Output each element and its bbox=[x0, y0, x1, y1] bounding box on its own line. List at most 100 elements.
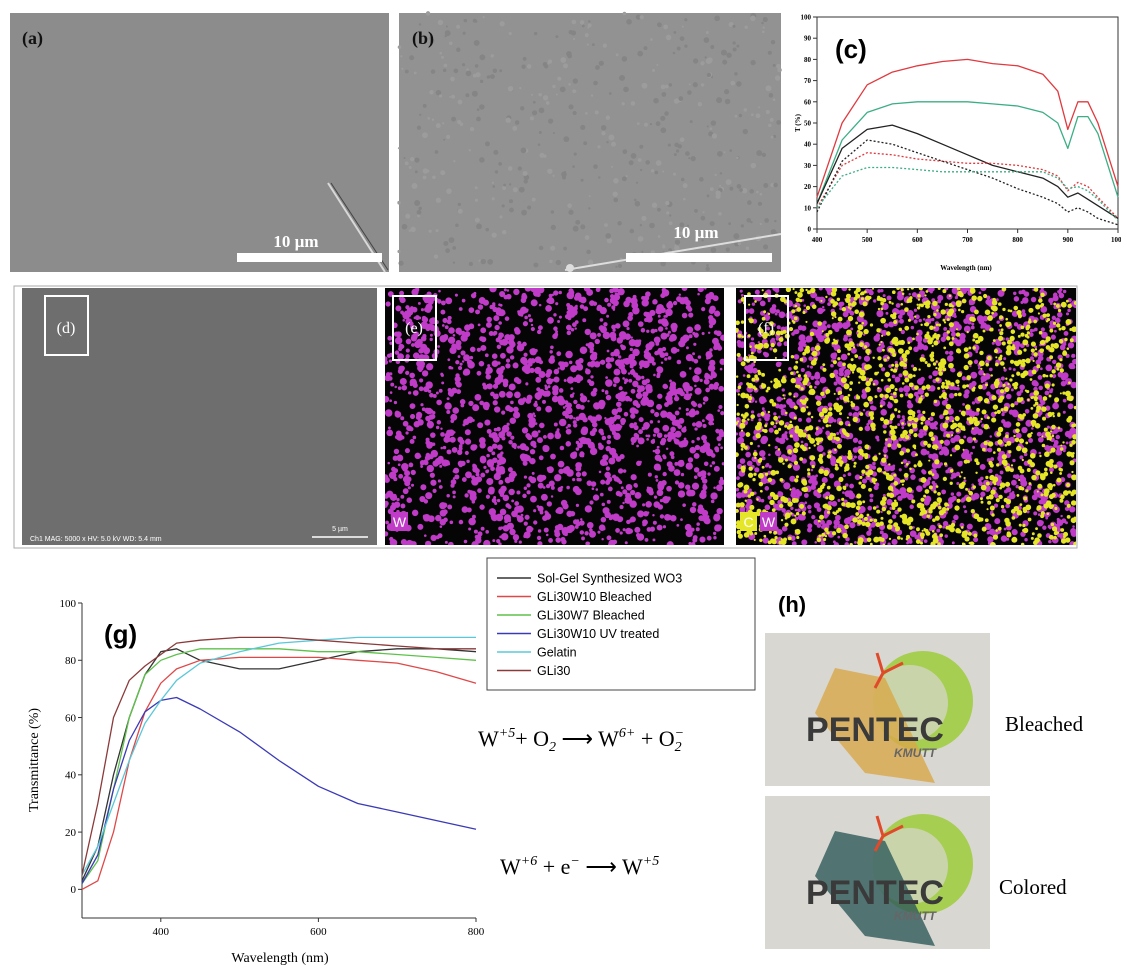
eds-dot bbox=[696, 437, 701, 441]
eds-dot bbox=[876, 309, 884, 318]
eds-dot bbox=[1015, 432, 1022, 439]
eds-dot bbox=[1065, 482, 1071, 488]
eds-dot bbox=[931, 473, 935, 477]
eds-dot bbox=[709, 464, 713, 468]
eds-dot bbox=[916, 303, 919, 306]
eds-dot bbox=[652, 449, 656, 453]
eds-dot bbox=[928, 385, 936, 392]
grain bbox=[737, 242, 741, 246]
grain bbox=[568, 83, 571, 86]
grain bbox=[487, 258, 494, 265]
eds-dot bbox=[1029, 452, 1036, 459]
eds-dot bbox=[427, 515, 435, 523]
eds-dot bbox=[979, 463, 986, 470]
eds-dot bbox=[406, 497, 413, 503]
eds-dot bbox=[681, 427, 687, 433]
grain bbox=[560, 57, 567, 63]
eds-dot bbox=[792, 463, 801, 471]
eds-dot bbox=[737, 333, 742, 338]
eds-dot bbox=[421, 370, 429, 377]
eds-dot bbox=[918, 288, 924, 291]
eds-dot bbox=[873, 299, 877, 303]
eds-dot bbox=[810, 415, 814, 419]
eds-dot bbox=[972, 416, 975, 419]
eds-dot bbox=[659, 499, 664, 503]
eds-dot bbox=[645, 378, 650, 384]
grain bbox=[594, 110, 599, 115]
eds-dot bbox=[750, 351, 754, 355]
eds-dot bbox=[799, 298, 803, 303]
eds-dot bbox=[537, 437, 543, 444]
eds-dot bbox=[1021, 309, 1026, 313]
eds-dot bbox=[458, 519, 464, 525]
eds-dot bbox=[713, 345, 719, 351]
eds-dot bbox=[964, 536, 970, 542]
eds-dot bbox=[452, 490, 456, 495]
eds-dot bbox=[619, 359, 625, 365]
eds-dot bbox=[449, 436, 456, 443]
eds-dot bbox=[466, 359, 473, 366]
eds-dot bbox=[766, 386, 771, 391]
eds-dot bbox=[426, 363, 434, 371]
grain bbox=[443, 63, 448, 68]
eds-dot bbox=[693, 475, 698, 479]
eds-dot bbox=[428, 454, 434, 460]
eds-dot bbox=[1019, 474, 1025, 479]
eds-dot bbox=[1067, 308, 1071, 313]
grain bbox=[417, 214, 420, 218]
eds-dot bbox=[689, 367, 692, 370]
eds-dot bbox=[555, 537, 562, 543]
eds-dot bbox=[572, 451, 578, 457]
eds-dot bbox=[756, 498, 759, 501]
grain bbox=[457, 202, 461, 207]
eds-dot bbox=[963, 347, 969, 352]
eds-dot bbox=[932, 537, 939, 544]
eds-dot bbox=[1029, 332, 1034, 337]
eds-dot bbox=[414, 452, 421, 460]
eds-dot bbox=[1048, 526, 1052, 530]
eds-dot bbox=[855, 512, 860, 516]
grain bbox=[430, 69, 436, 74]
eds-dot bbox=[654, 448, 661, 455]
eds-dot bbox=[887, 402, 893, 409]
eds-dot bbox=[1059, 288, 1063, 292]
grain bbox=[720, 49, 727, 56]
eds-dot bbox=[769, 347, 773, 351]
grain bbox=[414, 157, 420, 163]
eds-dot bbox=[1052, 414, 1055, 418]
eds-dot bbox=[894, 509, 899, 515]
eds-dot bbox=[990, 457, 995, 462]
eds-dot bbox=[611, 475, 615, 478]
eds-dot bbox=[935, 360, 938, 363]
grain bbox=[425, 11, 431, 16]
eds-dot bbox=[912, 414, 916, 418]
eds-dot bbox=[883, 454, 887, 458]
eds-dot bbox=[972, 426, 980, 434]
eds-dot bbox=[474, 468, 480, 474]
eds-dot bbox=[981, 409, 987, 415]
eds-dot bbox=[847, 302, 852, 306]
grain bbox=[422, 168, 429, 174]
eds-dot bbox=[852, 437, 859, 443]
eds-dot bbox=[539, 422, 545, 429]
eds-dot bbox=[566, 402, 572, 409]
grain bbox=[397, 45, 402, 49]
eds-dot bbox=[662, 525, 667, 529]
eds-dot bbox=[1029, 378, 1033, 381]
eds-dot bbox=[1014, 474, 1020, 480]
grain bbox=[499, 215, 503, 219]
eds-dot bbox=[830, 417, 834, 422]
eds-dot bbox=[603, 322, 608, 327]
grain bbox=[768, 123, 772, 128]
eds-dot bbox=[697, 506, 705, 515]
eds-dot bbox=[923, 432, 927, 436]
eds-dot bbox=[825, 388, 831, 394]
eds-dot bbox=[753, 538, 756, 541]
eds-dot bbox=[420, 308, 424, 312]
grain bbox=[531, 93, 534, 96]
eds-dot bbox=[914, 314, 920, 320]
eds-dot bbox=[879, 393, 884, 398]
eds-dot bbox=[991, 299, 998, 306]
grain bbox=[598, 176, 601, 179]
eds-dot bbox=[1060, 444, 1063, 447]
